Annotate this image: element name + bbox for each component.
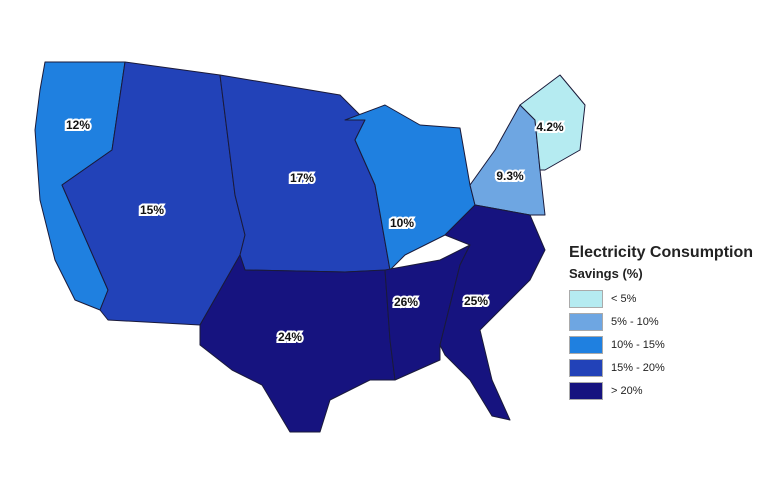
legend-item: 10% - 15% [569, 333, 753, 356]
legend-label: 15% - 20% [611, 361, 665, 374]
legend-swatch [569, 289, 603, 308]
legend-item: 5% - 10% [569, 310, 753, 333]
region-value-label: 4.2% [536, 120, 564, 134]
region-south-atlantic [439, 204, 546, 421]
legend-swatch [569, 358, 603, 377]
region-value-label: 17% [290, 171, 314, 185]
region-value-label: 24% [278, 330, 302, 344]
region-value-label: 12% [66, 118, 90, 132]
legend-swatch [569, 335, 603, 354]
legend-swatch [569, 381, 603, 400]
legend-item: 15% - 20% [569, 356, 753, 379]
legend-title: Electricity Consumption [569, 244, 754, 261]
region-value-label: 25% [464, 294, 488, 308]
region-value-label: 10% [390, 216, 414, 230]
legend-label: 10% - 15% [611, 338, 665, 351]
legend-label: > 20% [611, 384, 643, 397]
legend-swatch [569, 312, 603, 331]
region-value-label: 26% [394, 295, 418, 309]
region-value-label: 9.3% [496, 169, 524, 183]
legend-label: 5% - 10% [611, 315, 659, 328]
region-new-england [519, 74, 586, 171]
legend-label: < 5% [611, 292, 637, 305]
legend-subtitle: Savings (%) [569, 266, 643, 281]
legend: Electricity Consumption Savings (%) < 5%… [569, 242, 753, 402]
legend-item: < 5% [569, 287, 753, 310]
region-mid-atlantic [469, 104, 546, 216]
region-value-label: 15% [140, 203, 164, 217]
legend-item: > 20% [569, 379, 753, 402]
